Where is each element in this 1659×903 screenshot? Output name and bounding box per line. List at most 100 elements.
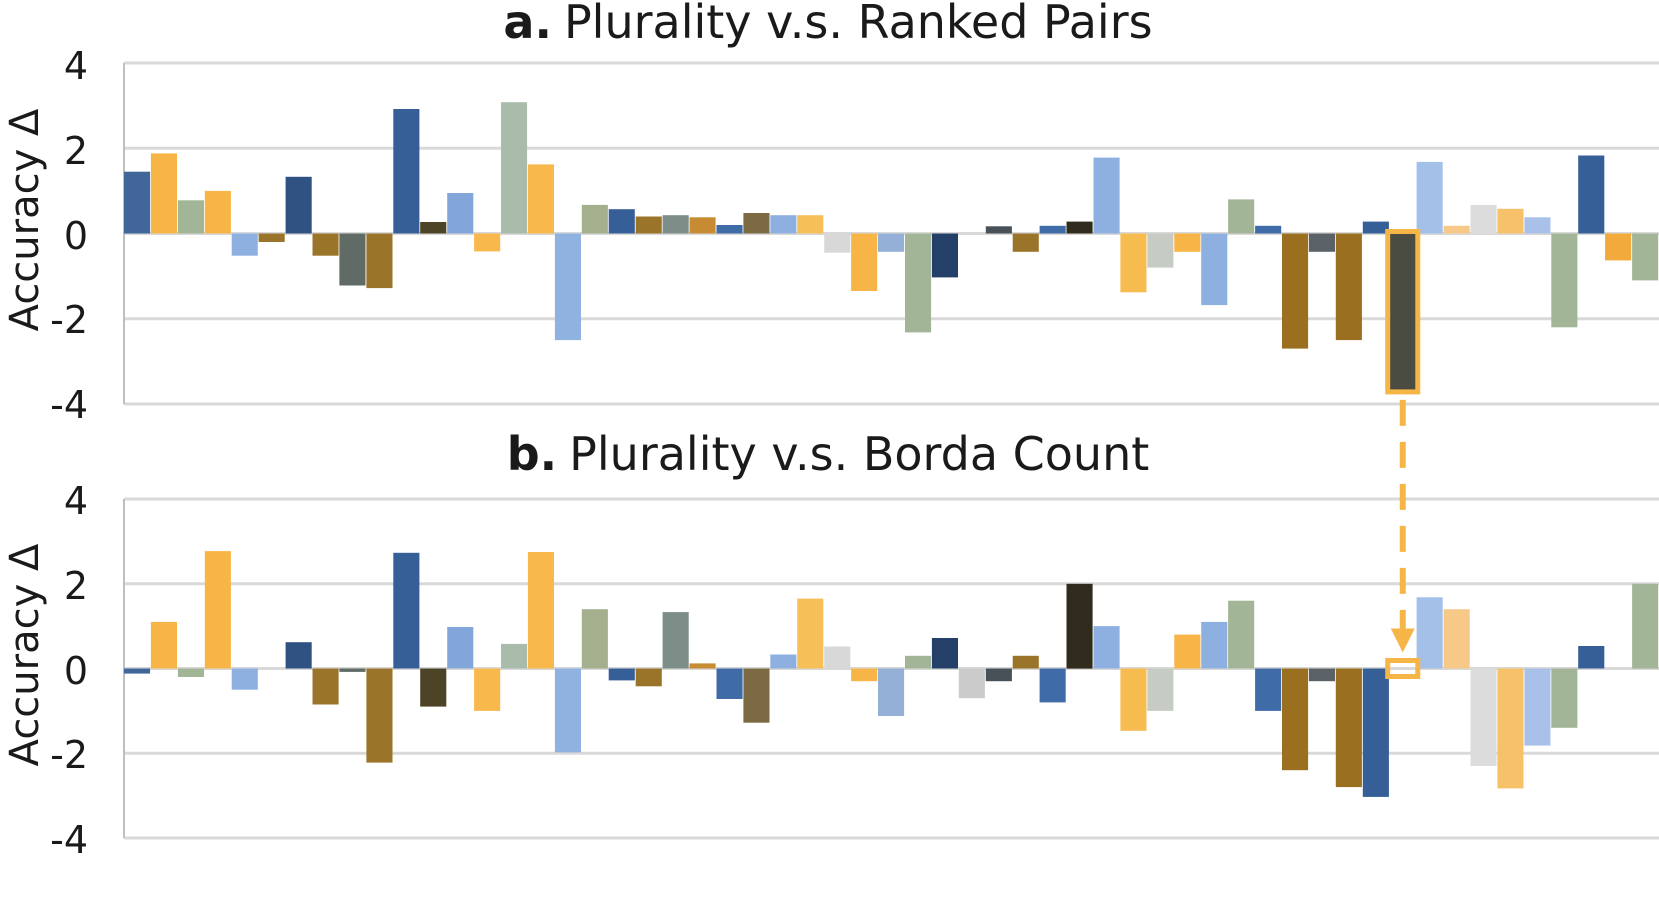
bar (689, 217, 716, 234)
bar (1174, 634, 1201, 669)
bar (716, 668, 743, 699)
bar (985, 226, 1012, 234)
highlight-connector (1390, 399, 1415, 653)
bar (985, 668, 1012, 682)
bar (1497, 208, 1524, 234)
bar (608, 209, 635, 234)
bar (501, 643, 528, 669)
panel-b-ytick-0: 0 (64, 649, 88, 693)
panel-a-title-prefix: a. (503, 0, 552, 49)
panel-b-plot (123, 497, 1659, 840)
bar (1201, 621, 1228, 669)
highlight-box (1385, 229, 1421, 395)
bar (527, 552, 554, 669)
bar (1632, 233, 1659, 281)
bar (1093, 626, 1120, 669)
bar (1174, 233, 1201, 252)
bar (124, 171, 151, 234)
highlight-box (1385, 658, 1421, 679)
bar (689, 663, 716, 669)
panel-b-ytick-4: 4 (64, 479, 88, 523)
bar (1632, 583, 1659, 669)
bar (1012, 655, 1039, 669)
bar (1416, 597, 1443, 669)
bar (474, 668, 501, 711)
panel-a-ytick-0: 0 (64, 214, 88, 258)
bar (1120, 233, 1147, 293)
bar (1524, 668, 1551, 746)
panel-b-ytick-neg2: -2 (50, 733, 88, 777)
bar (824, 646, 851, 669)
bar (1255, 668, 1282, 711)
panel-a-ytick-2: 2 (64, 129, 88, 173)
bar (851, 668, 878, 682)
panel-b-title-prefix: b. (507, 427, 557, 481)
bar (1335, 233, 1362, 341)
bar (1093, 157, 1120, 234)
bar (743, 213, 770, 234)
bar (393, 552, 420, 669)
bar (797, 215, 824, 234)
bar (635, 216, 662, 234)
bar (1066, 221, 1093, 234)
bar (1282, 668, 1309, 771)
bar (770, 654, 797, 669)
bar (1255, 225, 1282, 234)
bar (285, 642, 312, 669)
bar (878, 668, 905, 716)
panel-a: a. Plurality v.s. Ranked Pairs Accuracy Δ… (2, 0, 1659, 427)
bar (1308, 233, 1335, 252)
bar (824, 233, 851, 253)
bar (608, 668, 635, 681)
bar (1416, 161, 1443, 234)
bar (150, 153, 177, 234)
bar (312, 668, 339, 705)
bar (581, 204, 608, 234)
bar (1551, 668, 1578, 728)
bar (905, 655, 932, 669)
connector-arrowhead (1390, 628, 1415, 653)
bar (635, 668, 662, 687)
bar (447, 627, 474, 669)
bar (1335, 668, 1362, 788)
bar (958, 668, 985, 699)
bar (231, 233, 258, 256)
bar (1039, 225, 1066, 234)
panel-b-ylabel: Accuracy Δ (2, 543, 48, 766)
bar (931, 638, 958, 669)
panel-a-ytick-neg2: -2 (50, 298, 88, 342)
bar (339, 233, 366, 286)
bar (905, 233, 932, 333)
bar (716, 225, 743, 234)
bar (1470, 668, 1497, 766)
bar (554, 668, 581, 753)
bar (204, 551, 231, 669)
bar (1362, 668, 1389, 797)
bar (474, 233, 501, 252)
bar (554, 233, 581, 341)
panel-b-ytick-neg4: -4 (50, 818, 88, 862)
bar (1443, 609, 1470, 669)
bar (743, 668, 770, 723)
panel-b: b. Plurality v.s. Borda Count Accuracy Δ … (2, 427, 1659, 862)
bar (177, 200, 204, 234)
panel-a-plot (123, 61, 1659, 406)
bar (1228, 199, 1255, 234)
bar (339, 668, 366, 672)
panel-a-ylabel: Accuracy Δ (2, 108, 48, 331)
bar (581, 609, 608, 669)
bar (1578, 646, 1605, 669)
bar (366, 668, 393, 763)
bar (285, 176, 312, 234)
bar (1578, 155, 1605, 234)
bar (1039, 668, 1066, 703)
bar (1497, 668, 1524, 789)
bar (1282, 233, 1309, 349)
bar (1147, 233, 1174, 268)
panel-b-title-text: Plurality v.s. Borda Count (569, 427, 1149, 481)
bar (393, 109, 420, 234)
bar (420, 668, 447, 707)
bar (501, 102, 528, 234)
bar (1389, 233, 1416, 390)
